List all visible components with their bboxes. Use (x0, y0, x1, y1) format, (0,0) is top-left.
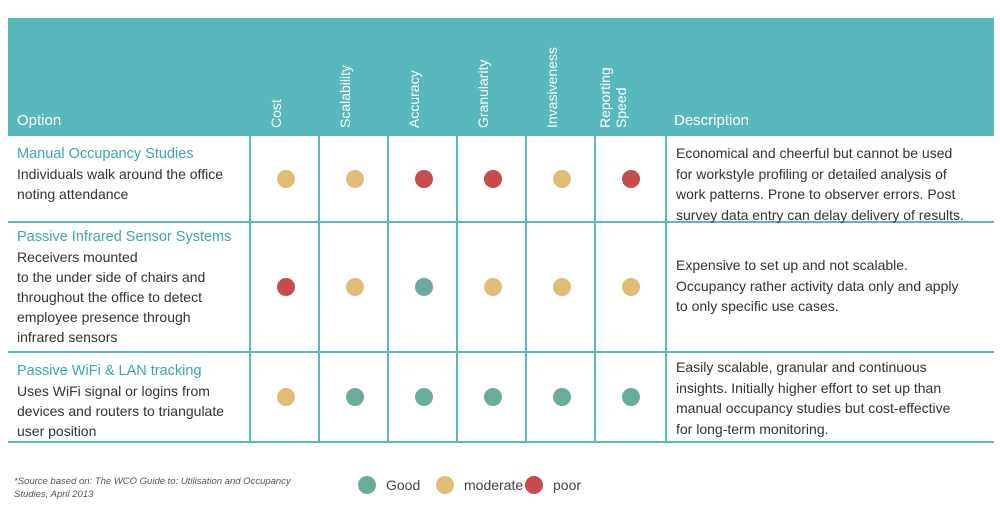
header-criterion-accuracy: Accuracy (405, 70, 422, 128)
rating-cell (318, 136, 389, 221)
legend-dot-poor (525, 476, 543, 494)
table-header: Option Cost Scalability Accuracy Granularit… (8, 18, 994, 136)
header-criterion-granularity: Granularity (474, 59, 491, 128)
header-criterion-reporting-speed: Reporting Speed (596, 67, 629, 128)
header-criterion-invasiveness: Invasiveness (543, 47, 560, 128)
rating-dot-moderate (345, 169, 364, 188)
rating-dot-moderate (345, 278, 364, 296)
rating-cell (387, 136, 458, 221)
rating-dot-good (483, 388, 502, 406)
option-description-line: infrared sensors (17, 329, 118, 345)
description-line: Expensive to set up and not scalable. (676, 257, 908, 273)
option-title: Passive WiFi & LAN tracking (17, 363, 202, 379)
source-note-line: Studies, April 2013 (14, 489, 94, 500)
option-description-line: to the under side of chairs and (17, 269, 206, 285)
rating-dot-good (621, 388, 640, 406)
rating-dot-good (414, 388, 433, 406)
legend-item-poor: poor (525, 476, 581, 494)
rating-dot-moderate (552, 278, 571, 296)
option-description-line: employee presence through (17, 309, 191, 325)
description-line: to only specific use cases. (676, 298, 839, 314)
rating-cell (594, 353, 665, 441)
source-note: *Source based on: The WCO Guide to: Util… (14, 475, 314, 501)
rating-cell (456, 136, 527, 221)
comparison-table: Option Cost Scalability Accuracy Granularit… (8, 18, 994, 443)
description-cell: Easily scalable, granular and continuous… (665, 353, 994, 441)
option-description-line: Individuals walk around the office (17, 166, 223, 182)
description-line: for workstyle profiling or detailed anal… (676, 165, 947, 182)
option-description-line: devices and routers to triangulate (17, 403, 225, 419)
source-note-line: *Source based on: The WCO Guide to: Util… (14, 476, 291, 487)
description-line: insights. Initially higher effort to set… (676, 379, 942, 396)
rating-dot-poor (621, 169, 640, 188)
rating-cell (249, 136, 320, 221)
rating-dot-good (345, 388, 364, 406)
description-line: Occupancy rather activity data only and … (676, 277, 959, 294)
header-criterion-cost: Cost (267, 99, 284, 128)
table-row: Manual Occupancy Studies Individuals walk… (8, 136, 994, 223)
rating-dot-moderate (276, 388, 295, 406)
legend-item-good: Good (358, 476, 420, 494)
header-criterion-scalability: Scalability (336, 64, 353, 128)
rating-cell (525, 353, 596, 441)
rating-dot-moderate (483, 278, 502, 296)
rating-cell (249, 353, 320, 441)
rating-cell (318, 353, 389, 441)
rating-cell (456, 353, 527, 441)
rating-cell (525, 223, 596, 351)
description-line: survey data entry can delay delivery of … (676, 206, 964, 223)
option-title: Passive Infrared Sensor Systems (17, 229, 232, 245)
description-line: Easily scalable, granular and continuous (676, 359, 927, 375)
option-cell: Passive WiFi & LAN tracking Uses WiFi sig… (17, 361, 247, 441)
description-line: Economical and cheerful but cannot be us… (676, 145, 953, 161)
header-option: Option (17, 112, 62, 129)
rating-dot-poor (483, 169, 502, 188)
description-line: for long-term monitoring. (676, 420, 829, 437)
legend-label: Good (386, 477, 421, 493)
rating-dot-poor (276, 278, 295, 296)
rating-dot-poor (414, 169, 433, 188)
header-description: Description (674, 112, 750, 129)
table-row: Passive Infrared Sensor Systems Receivers… (8, 223, 994, 353)
legend-label: poor (553, 477, 582, 493)
description-cell: Economical and cheerful but cannot be us… (665, 136, 994, 223)
rating-cell (387, 223, 458, 351)
description-cell: Expensive to set up and not scalable. Occ… (665, 223, 994, 351)
rating-cell (594, 223, 665, 351)
option-description-line: noting attendance (17, 186, 129, 202)
legend-item-moderate: moderate (436, 476, 523, 494)
option-title: Manual Occupancy Studies (17, 146, 194, 162)
option-description-line: throughout the office to detect (17, 289, 202, 305)
rating-dot-moderate (552, 169, 571, 188)
rating-dot-good (552, 388, 571, 406)
rating-cell (387, 353, 458, 441)
rating-cell (249, 223, 320, 351)
option-description-line: user position (17, 423, 97, 439)
rating-cell (318, 223, 389, 351)
rating-dot-moderate (621, 278, 640, 296)
option-cell: Manual Occupancy Studies Individuals walk… (17, 144, 247, 204)
option-description-line: Uses WiFi signal or logins from (17, 383, 210, 399)
rating-cell (525, 136, 596, 221)
legend-dot-moderate (436, 476, 454, 494)
description-line: work patterns. Prone to observer errors.… (676, 186, 956, 202)
table-row: Passive WiFi & LAN tracking Uses WiFi sig… (8, 353, 994, 443)
option-description-line: Receivers mounted (17, 249, 138, 265)
rating-dot-good (414, 278, 433, 296)
rating-cell (456, 223, 527, 351)
option-cell: Passive Infrared Sensor Systems Receivers… (17, 227, 247, 347)
description-line: manual occupancy studies but cost-effect… (676, 400, 951, 416)
legend-dot-good (358, 476, 376, 494)
legend-label: moderate (464, 477, 524, 493)
rating-dot-moderate (276, 169, 295, 188)
rating-cell (594, 136, 665, 221)
